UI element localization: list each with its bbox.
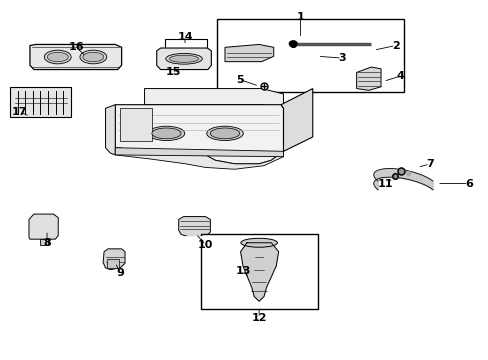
Polygon shape <box>30 44 122 69</box>
Ellipse shape <box>169 55 198 62</box>
Polygon shape <box>240 243 278 301</box>
Ellipse shape <box>206 126 243 140</box>
Text: 6: 6 <box>464 179 472 189</box>
Text: 2: 2 <box>391 41 399 50</box>
Text: 13: 13 <box>235 266 251 276</box>
FancyBboxPatch shape <box>10 87 71 117</box>
Text: 8: 8 <box>43 238 51 248</box>
Ellipse shape <box>210 128 239 139</box>
Text: 14: 14 <box>177 32 192 41</box>
Text: 4: 4 <box>396 71 404 81</box>
Text: 5: 5 <box>235 75 243 85</box>
Polygon shape <box>157 48 211 69</box>
Polygon shape <box>144 89 283 108</box>
Polygon shape <box>115 148 283 157</box>
FancyBboxPatch shape <box>200 234 317 309</box>
Text: 16: 16 <box>68 42 84 52</box>
Circle shape <box>289 41 297 46</box>
Polygon shape <box>103 249 125 270</box>
Ellipse shape <box>148 126 184 140</box>
Ellipse shape <box>152 128 181 139</box>
Ellipse shape <box>165 53 202 64</box>
FancyBboxPatch shape <box>216 19 404 92</box>
Text: 7: 7 <box>425 159 433 169</box>
Polygon shape <box>40 239 48 244</box>
Text: 17: 17 <box>11 107 27 117</box>
Text: 3: 3 <box>338 53 345 63</box>
Text: 9: 9 <box>116 268 124 278</box>
Polygon shape <box>120 108 152 140</box>
Polygon shape <box>178 217 210 237</box>
Ellipse shape <box>241 238 277 247</box>
FancyBboxPatch shape <box>164 39 206 54</box>
Polygon shape <box>224 44 273 62</box>
Text: 11: 11 <box>377 179 393 189</box>
Ellipse shape <box>44 50 71 64</box>
Polygon shape <box>105 105 115 155</box>
Ellipse shape <box>82 52 103 62</box>
FancyBboxPatch shape <box>107 259 119 267</box>
Polygon shape <box>281 89 312 151</box>
Text: 12: 12 <box>251 313 266 323</box>
Text: 15: 15 <box>166 67 181 77</box>
Polygon shape <box>29 214 58 239</box>
Polygon shape <box>356 67 380 90</box>
Text: 10: 10 <box>198 239 213 249</box>
Polygon shape <box>115 105 283 164</box>
Ellipse shape <box>80 50 106 64</box>
Polygon shape <box>115 148 283 169</box>
Text: 1: 1 <box>296 12 304 22</box>
Ellipse shape <box>47 52 68 62</box>
